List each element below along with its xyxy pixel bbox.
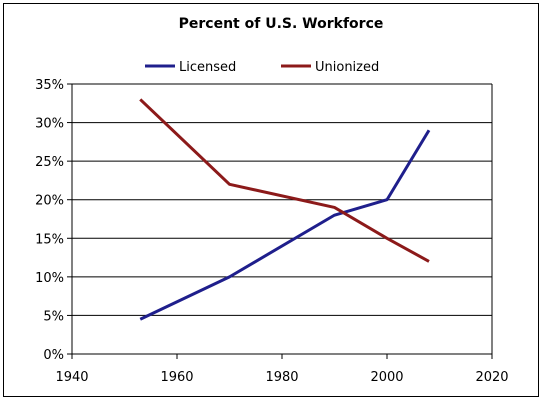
y-tick-label-2: 10% xyxy=(35,271,64,286)
y-tick-label-6: 30% xyxy=(35,117,64,132)
x-tick-label-2: 1980 xyxy=(265,370,298,385)
y-tick-label-0: 0% xyxy=(43,348,64,363)
x-tick-label-1: 1960 xyxy=(160,370,193,385)
y-tick-label-3: 15% xyxy=(35,232,64,247)
legend: Licensed Unionized xyxy=(145,60,379,75)
y-tick-label-7: 35% xyxy=(35,78,64,93)
gridlines xyxy=(72,83,492,316)
chart-title: Percent of U.S. Workforce xyxy=(179,16,384,32)
series-line-unionized xyxy=(139,98,430,263)
legend-label-unionized: Unionized xyxy=(315,60,379,75)
y-tick-label-1: 5% xyxy=(43,309,64,324)
legend-label-licensed: Licensed xyxy=(179,60,236,75)
y-tick-label-5: 25% xyxy=(35,155,64,170)
x-tick-label-0: 1940 xyxy=(55,370,88,385)
series-layer xyxy=(139,98,431,321)
tick-labels: 0% 5% 10% 15% 20% 25% 30% 35% 1940 1960 1980 2000 20… xyxy=(35,78,508,385)
series-line-licensed xyxy=(139,129,431,321)
axes xyxy=(67,83,493,359)
y-tick-label-4: 20% xyxy=(35,194,64,209)
x-tick-label-3: 2000 xyxy=(370,370,403,385)
x-tick-label-4: 2020 xyxy=(475,370,508,385)
